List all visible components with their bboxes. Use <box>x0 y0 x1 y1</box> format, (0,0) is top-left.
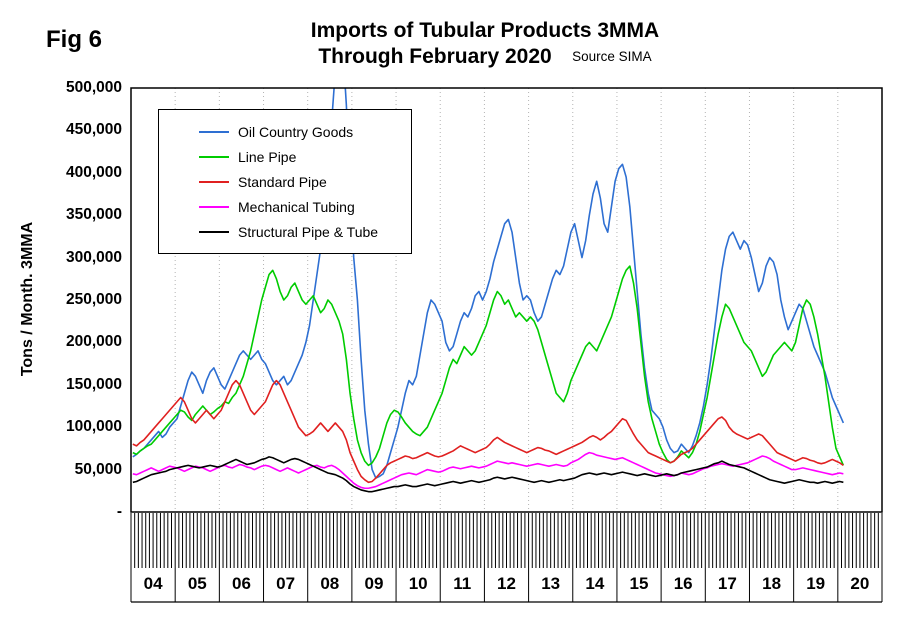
series-line-line-pipe <box>132 265 845 467</box>
legend-item: Structural Pipe & Tube <box>199 219 411 244</box>
legend-line-swatch <box>199 130 229 133</box>
legend-label: Structural Pipe & Tube <box>238 223 379 240</box>
legend-label: Oil Country Goods <box>238 123 354 140</box>
chart-legend: Oil Country Goods Line Pipe Standard Pipe M… <box>158 109 412 254</box>
figure-number: Fig 6 <box>46 26 103 53</box>
legend-line-swatch <box>199 180 229 183</box>
chart-title-block: Imports of Tubular Products 3MMA Through… <box>130 18 840 71</box>
legend-item: Mechanical Tubing <box>199 194 411 219</box>
legend-item: Oil Country Goods <box>199 119 411 144</box>
legend-label: Line Pipe <box>238 148 297 165</box>
chart-title-line1: Imports of Tubular Products 3MMA <box>310 19 660 42</box>
legend-label: Mechanical Tubing <box>238 198 355 215</box>
plot-border <box>130 87 883 513</box>
legend-line-swatch <box>199 155 229 158</box>
chart-source: Source SIMA <box>572 49 652 65</box>
series-line-standard-pipe <box>132 379 844 484</box>
legend-item: Standard Pipe <box>199 169 411 194</box>
legend-label: Standard Pipe <box>238 173 327 190</box>
legend-line-swatch <box>199 205 229 208</box>
chart-title-line2: Through February 2020 <box>318 45 552 69</box>
series-line-structural-pipe-tube <box>132 456 844 493</box>
legend-line-swatch <box>199 230 229 233</box>
y-axis-title: Tons / Month. 3MMA <box>19 221 36 377</box>
series-line-oil-country-goods <box>132 88 845 479</box>
series-line-mechanical-tubing <box>132 451 844 490</box>
legend-item: Line Pipe <box>199 144 411 169</box>
